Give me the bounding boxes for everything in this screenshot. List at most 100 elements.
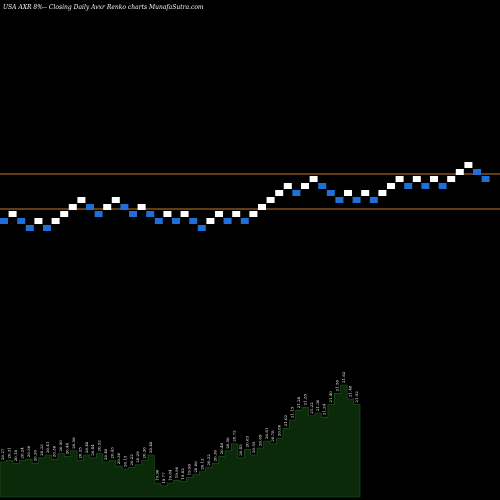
volume-label: 20.40	[103, 448, 108, 460]
volume-label: 20.22	[206, 454, 211, 466]
volume-label: 20.29	[135, 451, 140, 463]
renko-brick-up	[60, 211, 69, 217]
renko-brick-up	[163, 211, 172, 217]
renko-brick-down	[404, 183, 413, 189]
volume-label: 20.86	[277, 424, 282, 436]
renko-brick-up	[283, 183, 292, 189]
renko-brick-down	[352, 197, 361, 203]
volume-label: 20.58	[71, 437, 76, 449]
renko-brick-up	[258, 204, 266, 210]
volume-label: 20.55	[251, 441, 256, 453]
volume-label: 20.22	[129, 454, 134, 466]
renko-brick-down	[326, 190, 335, 196]
renko-brick-down	[189, 218, 198, 224]
volume-label: 21.62	[341, 371, 346, 383]
volume-label: 20.69	[257, 434, 262, 446]
volume-label: 20.72	[232, 430, 237, 442]
renko-brick-up	[309, 176, 318, 182]
renko-brick-down	[240, 218, 249, 224]
renko-brick-down	[172, 218, 180, 224]
renko-brick-down	[94, 211, 103, 217]
volume-label: 20.06	[193, 461, 198, 473]
volume-label: 21.15	[290, 406, 295, 418]
renko-brick-down	[223, 218, 232, 224]
volume-label: 21.28	[296, 396, 301, 408]
renko-brick-up	[51, 218, 60, 224]
renko-brick-down	[120, 204, 129, 210]
support-lines	[0, 173, 500, 210]
renko-brick-down	[43, 225, 51, 231]
renko-brick-up	[111, 197, 120, 203]
volume-label: 20.18	[13, 449, 18, 461]
renko-brick-down	[473, 169, 481, 175]
volume-label: 19.84	[167, 469, 172, 481]
volume-label: 21.30	[315, 399, 320, 411]
volume-label: 20.31	[7, 447, 12, 458]
volume-label: 20.50	[58, 440, 63, 452]
volume-label: 20.48	[148, 441, 153, 453]
renko-brick-up	[68, 204, 77, 210]
renko-brick-down	[129, 211, 137, 217]
volume-label: 20.48	[84, 441, 89, 453]
renko-brick-up	[412, 176, 421, 182]
volume-label: 20.33	[39, 444, 44, 456]
renko-brick-up	[455, 169, 464, 175]
renko-brick-down	[335, 197, 344, 203]
volume-label: 21.02	[283, 414, 288, 426]
renko-brick-up	[8, 211, 17, 217]
renko-brick-down	[292, 190, 301, 196]
renko-brick-down	[481, 176, 490, 182]
renko-brick-up	[275, 190, 284, 196]
renko-brick-up	[34, 218, 43, 224]
volume-label: 20.44	[65, 442, 70, 454]
volume-label: 20.35	[77, 447, 82, 459]
renko-brick-up	[232, 211, 241, 217]
chart-header: USA AXR 8%-- Closing Daily Avxr Renko ch…	[3, 4, 204, 11]
renko-brick-up	[180, 211, 189, 217]
volume-path	[0, 384, 361, 498]
volume-label: 20.36	[142, 447, 147, 459]
volume-labels: 20.27 20.31 20.18 20.24 20.30 20.20 20.33 20.41…	[0, 371, 359, 484]
renko-brick-down	[421, 183, 430, 189]
volume-label: 20.81	[264, 428, 269, 439]
renko-brick-up	[378, 190, 387, 196]
volume-label: 21.56	[335, 379, 340, 391]
volume-label: 20.24	[20, 447, 25, 459]
volume-label: 21.48	[347, 385, 352, 397]
volume-label: 20.30	[212, 449, 217, 461]
volume-label: 21.22	[309, 402, 314, 414]
renko-bricks	[0, 162, 490, 231]
volume-label: 20.30	[26, 445, 31, 457]
renko-brick-down	[318, 183, 327, 189]
renko-brick-up	[430, 176, 438, 182]
volume-label: 20.15	[122, 455, 127, 467]
renko-brick-up	[344, 190, 352, 196]
renko-brick-up	[249, 211, 258, 217]
renko-brick-down	[197, 225, 206, 231]
renko-brick-up	[77, 197, 86, 203]
renko-brick-up	[361, 190, 370, 196]
renko-brick-up	[206, 218, 215, 224]
volume-label: 20.63	[245, 435, 250, 447]
volume-label: 20.30	[116, 452, 121, 464]
renko-brick-up	[266, 197, 275, 203]
symbol-label: USA AXR 8%--	[3, 4, 49, 11]
volume-label: 20.44	[90, 444, 95, 456]
volume-label: 20.41	[45, 442, 50, 453]
volume-label: 21.52	[354, 391, 359, 403]
volume-label: 19.77	[161, 472, 166, 484]
renko-brick-down	[86, 204, 94, 210]
renko-brick-down	[154, 218, 163, 224]
renko-brick-up	[103, 204, 112, 210]
renko-brick-down	[25, 225, 34, 231]
volume-label: 19.99	[187, 463, 192, 475]
volume-label: 20.20	[32, 449, 37, 461]
volume-label: 20.27	[0, 448, 5, 460]
volume-label: 19.82	[180, 468, 185, 480]
volume-label: 20.45	[238, 444, 243, 456]
renko-brick-down	[17, 218, 26, 224]
volume-label: 21.35	[302, 393, 307, 405]
volume-label: 20.36	[52, 445, 57, 457]
renko-brick-up	[137, 204, 146, 210]
renko-brick-down	[0, 218, 8, 224]
